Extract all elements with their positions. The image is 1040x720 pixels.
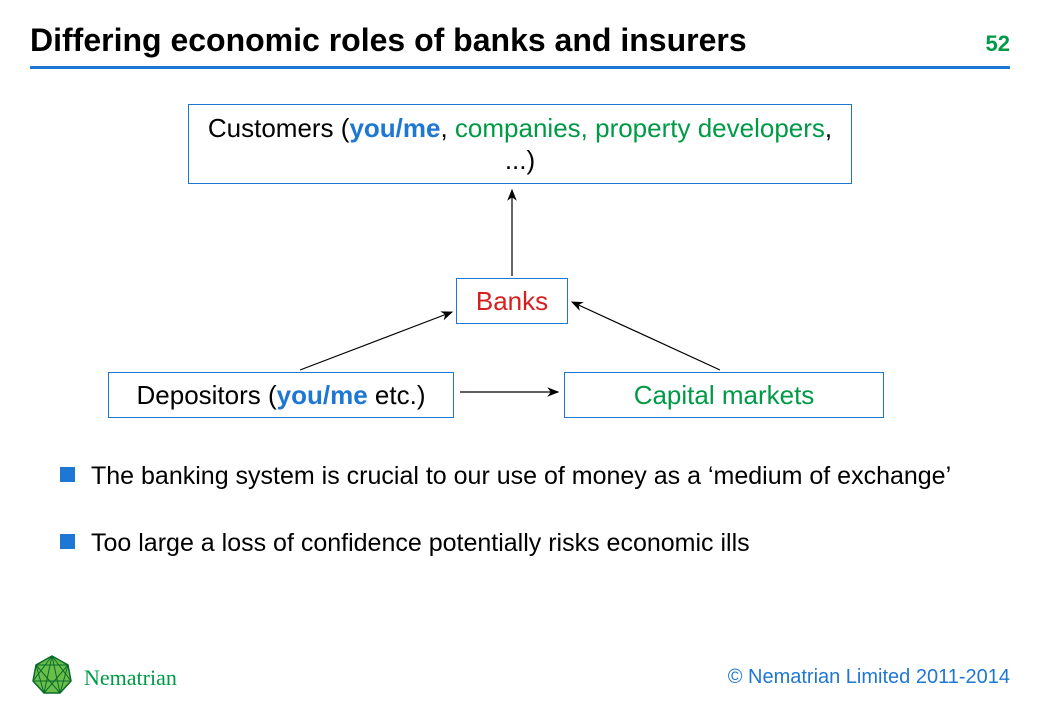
logo-icon bbox=[30, 653, 74, 702]
bullet-list: The banking system is crucial to our use… bbox=[60, 460, 1000, 593]
node-capital-markets: Capital markets bbox=[564, 372, 884, 418]
page-number: 52 bbox=[986, 31, 1010, 57]
node-text-segment: , bbox=[440, 113, 454, 143]
footer: Nematrian © Nematrian Limited 2011-2014 bbox=[30, 653, 1010, 702]
title-bar: Differing economic roles of banks and in… bbox=[30, 22, 1010, 59]
bullet-marker-icon bbox=[60, 534, 75, 549]
brand-name: Nematrian bbox=[84, 665, 177, 691]
node-text-segment: Depositors ( bbox=[137, 380, 277, 410]
node-text-segment: companies, property developers bbox=[455, 113, 825, 143]
bullet-text: Too large a loss of confidence potential… bbox=[91, 527, 750, 560]
node-text-segment: Customers ( bbox=[208, 113, 350, 143]
title-underline bbox=[30, 66, 1010, 69]
node-customers: Customers (you/me, companies, property d… bbox=[188, 104, 852, 184]
copyright-text: © Nematrian Limited 2011-2014 bbox=[728, 666, 1010, 689]
bullet-text: The banking system is crucial to our use… bbox=[91, 460, 951, 493]
bullet-marker-icon bbox=[60, 467, 75, 482]
diagram-area: Customers (you/me, companies, property d… bbox=[0, 80, 1040, 440]
arrow-line bbox=[572, 302, 720, 370]
node-text-segment: etc.) bbox=[368, 380, 426, 410]
arrow-line bbox=[300, 312, 452, 370]
node-banks: Banks bbox=[456, 278, 568, 324]
node-text-segment: Banks bbox=[476, 286, 548, 316]
node-text-segment: you/me bbox=[277, 380, 368, 410]
bullet-item: Too large a loss of confidence potential… bbox=[60, 527, 1000, 560]
footer-left: Nematrian bbox=[30, 653, 177, 702]
node-text-segment: Capital markets bbox=[634, 380, 815, 410]
slide-title: Differing economic roles of banks and in… bbox=[30, 22, 747, 59]
node-depositors: Depositors (you/me etc.) bbox=[108, 372, 454, 418]
node-text-segment: you/me bbox=[349, 113, 440, 143]
bullet-item: The banking system is crucial to our use… bbox=[60, 460, 1000, 493]
